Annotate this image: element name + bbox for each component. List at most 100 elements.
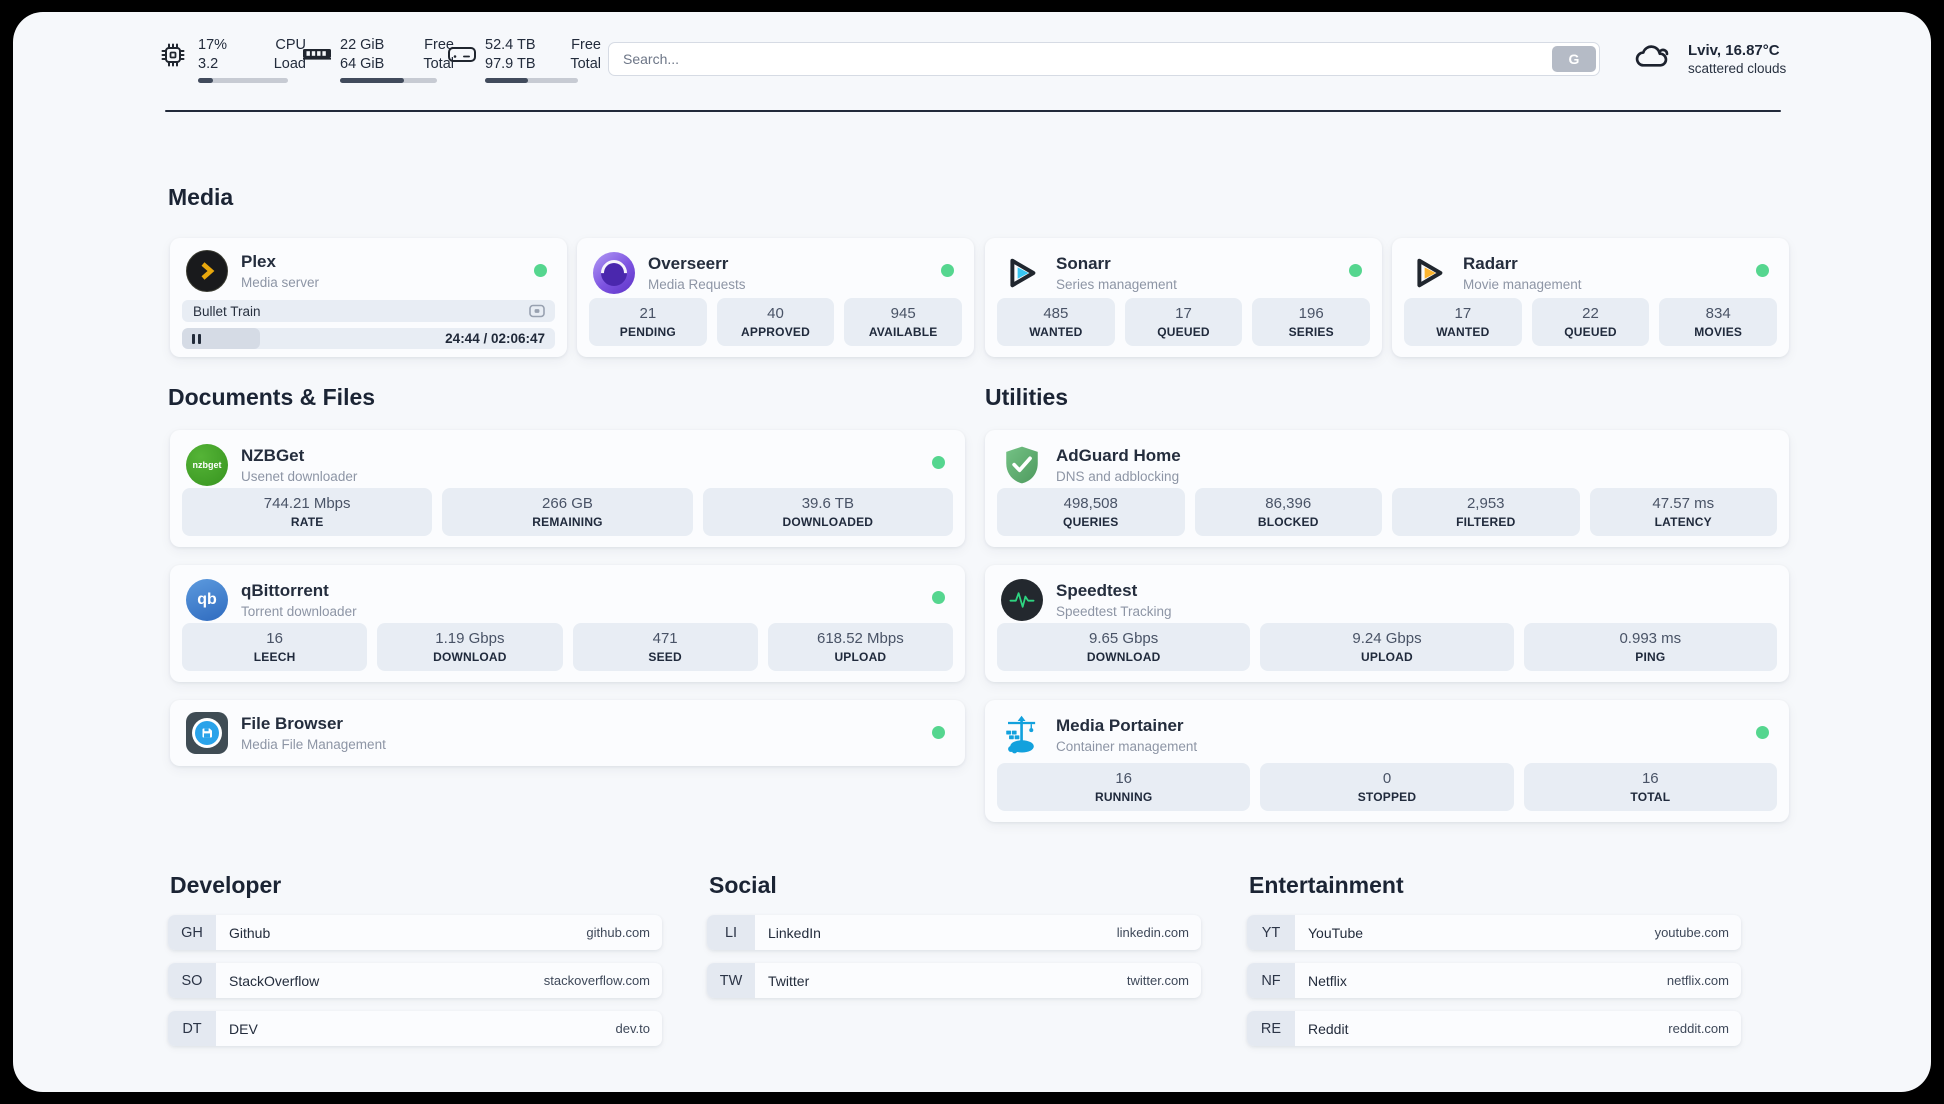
nzbget-icon: nzbget xyxy=(186,444,228,486)
plex-icon xyxy=(186,250,228,292)
stat-download: 9.65 Gbps DOWNLOAD xyxy=(997,623,1251,671)
app-description: Torrent downloader xyxy=(241,603,357,619)
app-description: Container management xyxy=(1056,738,1198,754)
app-name: Plex xyxy=(241,252,276,272)
status-online-badge xyxy=(932,726,945,739)
bookmark-abbr: LI xyxy=(707,915,755,950)
bookmark-url: youtube.com xyxy=(1654,925,1729,940)
app-card-radarr[interactable]: Radarr Movie management 17 WANTED 22 QUEUE… xyxy=(1392,238,1789,357)
app-name: Sonarr xyxy=(1056,254,1111,274)
bookmark-group-entertainment: Entertainment YT YouTube youtube.com NF … xyxy=(1247,872,1741,1059)
disk-label-bottom: Total xyxy=(570,56,601,72)
weather-condition: scattered clouds xyxy=(1688,60,1787,76)
sonarr-icon xyxy=(1001,252,1043,294)
screen-icon xyxy=(529,304,545,318)
app-card-portainer[interactable]: Media Portainer Container management 16 R… xyxy=(985,700,1789,822)
status-online-badge xyxy=(534,264,547,277)
app-name: qBittorrent xyxy=(241,581,329,601)
cpu-usage-widget: 17% 3.2 CPU Load xyxy=(160,36,306,83)
disk-value-total: 97.9 TB xyxy=(485,56,536,72)
stat-blocked: 86,396 BLOCKED xyxy=(1194,488,1382,536)
bookmark-abbr: TW xyxy=(707,963,755,998)
bookmark-url: twitter.com xyxy=(1126,973,1189,988)
bookmark-netflix[interactable]: NF Netflix netflix.com xyxy=(1247,963,1741,998)
bookmark-group-social: Social LI LinkedIn linkedin.com TW Twitt… xyxy=(707,872,1201,1011)
section-title-entertainment: Entertainment xyxy=(1249,872,1404,898)
cpu-label-bottom: Load xyxy=(273,56,306,72)
filebrowser-icon xyxy=(186,712,228,754)
disk-usage-widget: 52.4 TB 97.9 TB Free Total xyxy=(447,36,601,83)
speedtest-icon xyxy=(1001,579,1043,621)
bookmark-linkedin[interactable]: LI LinkedIn linkedin.com xyxy=(707,915,1201,950)
stat-upload: 618.52 Mbps UPLOAD xyxy=(767,623,953,671)
stat-movies: 834 MOVIES xyxy=(1659,298,1778,346)
cpu-progress-bar xyxy=(198,78,288,83)
status-online-badge xyxy=(932,456,945,469)
bookmark-stackoverflow[interactable]: SO StackOverflow stackoverflow.com xyxy=(168,963,662,998)
pause-icon[interactable] xyxy=(192,333,201,344)
bookmark-dev[interactable]: DT DEV dev.to xyxy=(168,1011,662,1046)
app-card-overseerr[interactable]: Overseerr Media Requests 21 PENDING 40 APP… xyxy=(577,238,974,357)
bookmark-github[interactable]: GH Github github.com xyxy=(168,915,662,950)
ram-progress-bar xyxy=(340,78,437,83)
section-title-developer: Developer xyxy=(170,872,282,898)
bookmark-url: dev.to xyxy=(615,1021,650,1036)
app-description: Media server xyxy=(241,274,320,290)
adguard-icon xyxy=(1001,444,1043,486)
playback-time: 24:44 / 02:06:47 xyxy=(445,331,545,346)
section-title-documents: Documents & Files xyxy=(168,384,376,411)
status-online-badge xyxy=(1349,264,1362,277)
app-name: Overseerr xyxy=(648,254,729,274)
app-description: Movie management xyxy=(1463,276,1582,292)
status-online-badge xyxy=(941,264,954,277)
app-name: File Browser xyxy=(241,714,344,734)
bookmark-name: StackOverflow xyxy=(229,972,320,989)
bookmark-abbr: DT xyxy=(168,1011,216,1046)
app-description: Speedtest Tracking xyxy=(1056,603,1172,619)
cpu-label-top: CPU xyxy=(275,37,306,53)
radarr-icon xyxy=(1408,252,1450,294)
app-card-speedtest[interactable]: Speedtest Speedtest Tracking 9.65 Gbps DO… xyxy=(985,565,1789,682)
app-card-plex[interactable]: Plex Media server Bullet Train 24:44 / 0… xyxy=(170,238,567,357)
search-input[interactable] xyxy=(609,43,1599,75)
bookmark-name: Github xyxy=(229,924,271,941)
app-name: Radarr xyxy=(1463,254,1518,274)
stat-queued: 22 QUEUED xyxy=(1531,298,1650,346)
plex-now-playing: Bullet Train xyxy=(182,300,555,322)
stat-pending: 21 PENDING xyxy=(589,298,707,346)
cpu-value-percent: 17% xyxy=(198,37,228,53)
section-title-utilities: Utilities xyxy=(985,384,1069,411)
stat-seed: 471 SEED xyxy=(572,623,758,671)
bookmark-abbr: SO xyxy=(168,963,216,998)
bookmark-name: Netflix xyxy=(1308,972,1347,989)
stat-stopped: 0 STOPPED xyxy=(1260,763,1514,811)
app-card-nzbget[interactable]: nzbget NZBGet Usenet downloader 744.21 M… xyxy=(170,430,965,547)
bookmark-youtube[interactable]: YT YouTube youtube.com xyxy=(1247,915,1741,950)
stat-available: 945 AVAILABLE xyxy=(844,298,963,346)
header-divider xyxy=(165,110,1781,112)
ram-label-bottom: Total xyxy=(423,56,454,72)
bookmark-reddit[interactable]: RE Reddit reddit.com xyxy=(1247,1011,1741,1046)
bookmark-twitter[interactable]: TW Twitter twitter.com xyxy=(707,963,1201,998)
app-card-qbittorrent[interactable]: qb qBittorrent Torrent downloader 16 LEEC… xyxy=(170,565,965,682)
playback-progress-fill xyxy=(182,328,261,349)
app-card-filebrowser[interactable]: File Browser Media File Management xyxy=(170,700,965,766)
app-name: Speedtest xyxy=(1056,581,1138,601)
stat-running: 16 RUNNING xyxy=(997,763,1251,811)
search-engine-button[interactable]: G xyxy=(1552,46,1596,72)
stat-series: 196 SERIES xyxy=(1252,298,1371,346)
search-bar: G xyxy=(608,42,1600,76)
app-name: NZBGet xyxy=(241,446,305,466)
bookmark-name: Reddit xyxy=(1308,1020,1349,1037)
cpu-value-load: 3.2 xyxy=(198,56,219,72)
plex-playback-bar: 24:44 / 02:06:47 xyxy=(182,328,555,349)
bookmark-url: netflix.com xyxy=(1666,973,1729,988)
bookmark-url: stackoverflow.com xyxy=(543,973,650,988)
overseerr-icon xyxy=(593,252,635,294)
app-card-sonarr[interactable]: Sonarr Series management 485 WANTED 17 QUE… xyxy=(985,238,1382,357)
disk-value-free: 52.4 TB xyxy=(485,37,536,53)
stat-download: 1.19 Gbps DOWNLOAD xyxy=(377,623,563,671)
bookmark-name: Twitter xyxy=(768,972,810,989)
app-card-adguard[interactable]: AdGuard Home DNS and adblocking 498,508 Q… xyxy=(985,430,1789,547)
